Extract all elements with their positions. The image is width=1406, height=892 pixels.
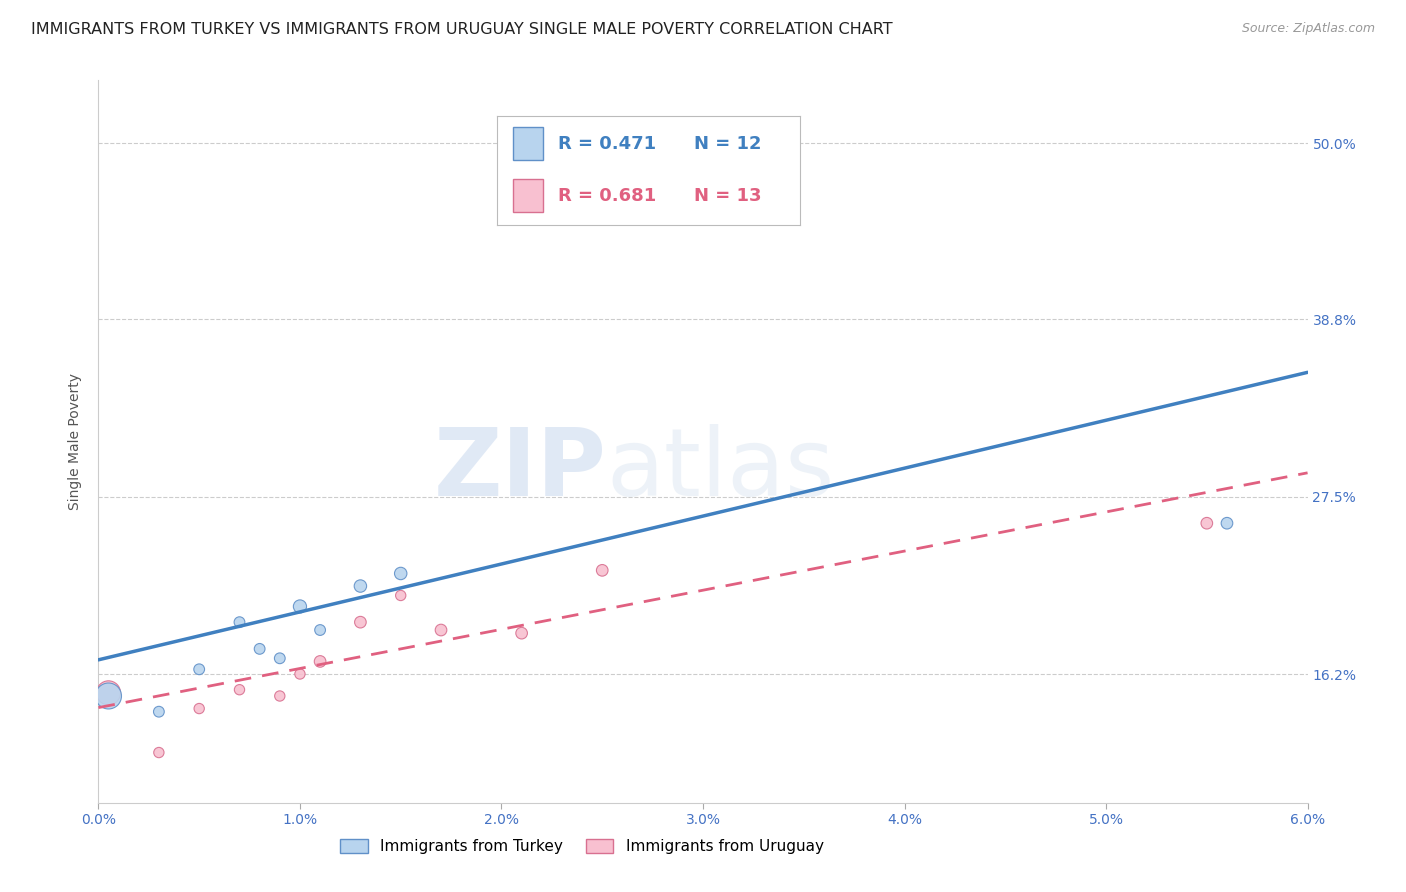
Text: Source: ZipAtlas.com: Source: ZipAtlas.com xyxy=(1241,22,1375,36)
Point xyxy=(97,689,120,703)
Point xyxy=(389,589,412,603)
Point xyxy=(148,705,170,719)
Point xyxy=(1195,516,1218,531)
Point xyxy=(249,641,271,656)
Point xyxy=(228,682,250,697)
Point xyxy=(591,207,613,221)
Point xyxy=(309,623,332,637)
Point xyxy=(228,615,250,630)
Point xyxy=(97,686,120,700)
Point xyxy=(269,651,291,665)
Point xyxy=(148,746,170,760)
Point xyxy=(188,701,211,715)
Y-axis label: Single Male Poverty: Single Male Poverty xyxy=(69,373,83,510)
Legend: Immigrants from Turkey, Immigrants from Uruguay: Immigrants from Turkey, Immigrants from … xyxy=(335,833,830,860)
Point xyxy=(288,667,311,681)
Point xyxy=(591,563,613,577)
Point xyxy=(349,615,371,630)
Point xyxy=(1216,516,1239,531)
Point xyxy=(389,566,412,581)
Text: ZIP: ZIP xyxy=(433,425,606,516)
Point xyxy=(288,599,311,614)
Text: atlas: atlas xyxy=(606,425,835,516)
Text: IMMIGRANTS FROM TURKEY VS IMMIGRANTS FROM URUGUAY SINGLE MALE POVERTY CORRELATIO: IMMIGRANTS FROM TURKEY VS IMMIGRANTS FRO… xyxy=(31,22,893,37)
Point xyxy=(430,623,453,637)
Point xyxy=(188,662,211,676)
Point xyxy=(269,689,291,703)
Point xyxy=(309,655,332,669)
Point xyxy=(349,579,371,593)
Point xyxy=(510,626,533,640)
